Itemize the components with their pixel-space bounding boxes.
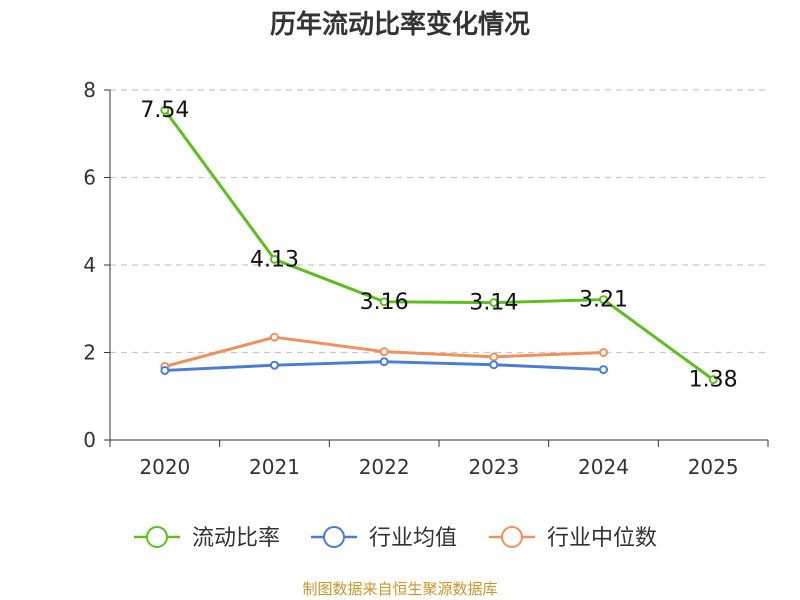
series-2-point-2022: [379, 347, 389, 357]
data-label-2022: 3.16: [360, 290, 409, 315]
series-1-point-2020: [160, 365, 170, 375]
series-line-0: [163, 109, 715, 381]
x-ticks: 2020 2021 2022 2023 2024 2025: [109, 440, 769, 479]
data-labels: 7.54 4.13 3.16 3.14 3.21 1.38: [140, 98, 737, 393]
series-0-point-2023: [489, 298, 499, 308]
legend-marker-2: [501, 526, 523, 548]
grid-lines: [110, 89, 768, 354]
source-note: 制图数据来自恒生聚源数据库: [302, 580, 497, 598]
legend-marker-1: [323, 526, 345, 548]
legend-item-1[interactable]: 行业均值: [311, 526, 457, 551]
series-2-point-2024: [599, 348, 608, 357]
x-tick-label-2021: 2021: [249, 455, 300, 479]
legend-item-2[interactable]: 行业中位数: [489, 526, 657, 551]
series-2: [160, 332, 608, 371]
x-tick-label-2020: 2020: [139, 455, 190, 479]
chart-title: 历年流动比率变化情况: [270, 9, 530, 40]
series-0-point-2020: [160, 105, 170, 115]
data-label-2023: 3.14: [469, 291, 518, 316]
data-label-2020: 7.54: [140, 98, 189, 123]
series: [160, 105, 718, 385]
legend-label-0: 流动比率: [192, 526, 280, 551]
legend-marker-0: [146, 526, 168, 548]
x-tick-label-2023: 2023: [468, 455, 519, 479]
series-2-point-2023: [489, 352, 499, 362]
series-0: [160, 105, 718, 385]
data-label-2024: 3.21: [579, 288, 628, 313]
x-tick-label-2025: 2025: [688, 455, 739, 479]
y-tick-label-6: 6: [83, 166, 96, 190]
series-1: [160, 357, 608, 375]
data-label-2025: 1.38: [689, 368, 738, 393]
x-tick-label-2024: 2024: [578, 455, 629, 479]
data-label-2021: 4.13: [250, 247, 299, 272]
y-tick-label-0: 0: [83, 428, 96, 452]
series-1-point-2021: [270, 360, 279, 370]
series-2-point-2021: [270, 332, 279, 342]
y-tick-label-4: 4: [83, 253, 96, 277]
legend-label-2: 行业中位数: [547, 526, 657, 551]
axes: [109, 90, 768, 441]
legend[interactable]: 流动比率 行业均值 行业中位数: [134, 526, 657, 551]
series-0-point-2021: [270, 254, 279, 264]
series-0-point-2025: [708, 375, 718, 385]
legend-item-0[interactable]: 流动比率: [134, 526, 280, 551]
series-1-point-2022: [379, 357, 389, 367]
legend-label-1: 行业均值: [369, 526, 457, 551]
y-tick-label-2: 2: [83, 341, 96, 365]
series-0-point-2022: [379, 297, 389, 307]
series-1-point-2024: [599, 365, 608, 375]
y-ticks: 0 2 4 6 8: [83, 78, 110, 452]
y-tick-label-8: 8: [83, 78, 96, 102]
x-tick-label-2022: 2022: [359, 455, 410, 479]
series-0-point-2024: [599, 295, 608, 305]
series-1-point-2023: [489, 360, 499, 370]
